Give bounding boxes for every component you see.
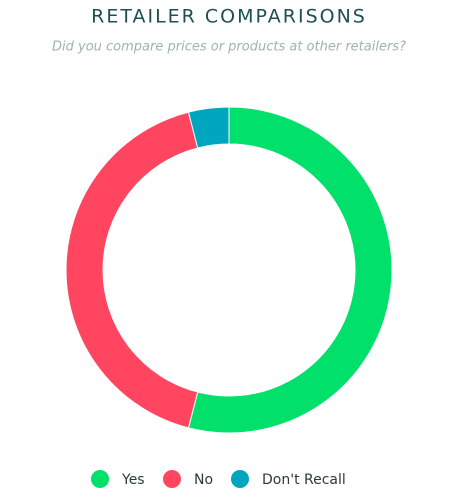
donut-slice <box>65 111 199 429</box>
donut-slice <box>187 106 393 434</box>
chart-title: RETAILER COMPARISONS <box>91 6 367 28</box>
legend-label: Yes <box>121 472 145 488</box>
chart-subtitle: Did you compare prices or products at ot… <box>52 40 406 55</box>
legend-swatch <box>91 470 109 488</box>
legend-label: No <box>194 472 213 488</box>
legend-swatch <box>163 470 181 488</box>
legend-swatch <box>231 470 249 488</box>
legend-label: Don't Recall <box>262 472 346 488</box>
donut-slice <box>187 106 230 149</box>
